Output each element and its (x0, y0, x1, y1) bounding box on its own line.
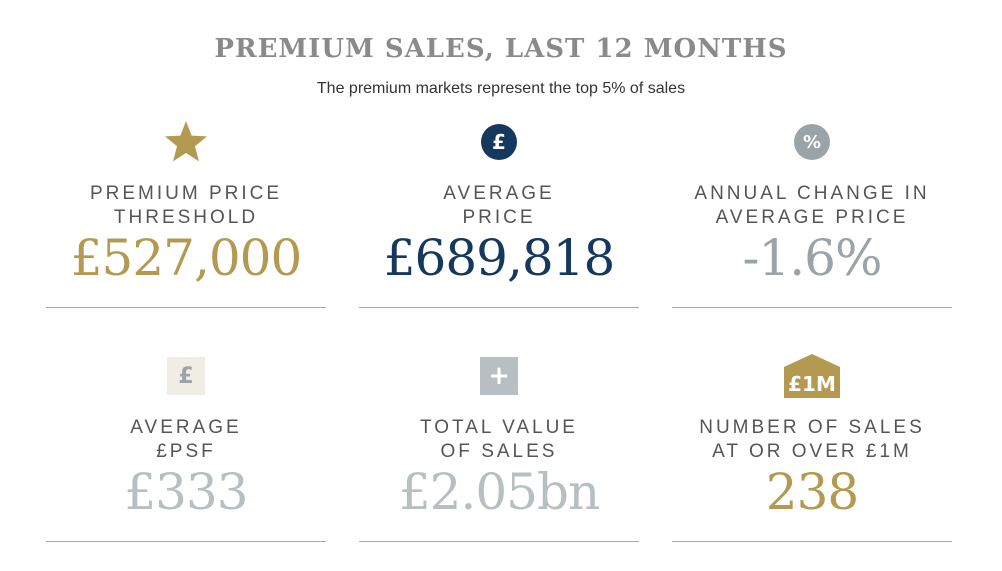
divider (672, 307, 952, 308)
pound-square-icon: £ (167, 357, 205, 395)
divider (359, 307, 639, 308)
stat-value: £2.05bn (398, 463, 600, 521)
house-1m-icon: £1M (784, 354, 840, 398)
stat-card-sales-over-1m: £1M NUMBER OF SALES AT OR OVER £1M 238 (672, 354, 952, 569)
divider (672, 541, 952, 542)
stat-value: £689,818 (383, 229, 616, 287)
stat-card-total-value: + TOTAL VALUE OF SALES £2.05bn (359, 354, 639, 569)
stat-card-average-price: £ AVERAGE PRICE £689,818 (359, 120, 639, 335)
stat-card-annual-change: % ANNUAL CHANGE IN AVERAGE PRICE -1.6% (672, 120, 952, 335)
divider (46, 307, 326, 308)
stat-label: PREMIUM PRICE THRESHOLD (89, 183, 283, 228)
page-title: PREMIUM SALES, LAST 12 MONTHS (214, 34, 788, 64)
divider (359, 541, 639, 542)
stat-card-premium-price-threshold: PREMIUM PRICE THRESHOLD £527,000 (46, 120, 326, 335)
svg-text:£1M: £1M (788, 372, 836, 396)
stat-label: ANNUAL CHANGE IN AVERAGE PRICE (694, 183, 930, 228)
divider (46, 541, 326, 542)
stat-value: £527,000 (70, 229, 303, 287)
star-icon (46, 120, 326, 164)
stat-value: -1.6% (742, 229, 883, 287)
pound-circle-icon: £ (481, 124, 517, 160)
stat-label: NUMBER OF SALES AT OR OVER £1M (699, 417, 925, 462)
stat-card-average-psf: £ AVERAGE £PSF £333 (46, 354, 326, 569)
stat-value: 238 (765, 463, 859, 521)
percent-circle-icon: % (794, 124, 830, 160)
stat-value: £333 (124, 463, 248, 521)
stat-label: TOTAL VALUE OF SALES (420, 417, 578, 462)
page-subtitle: The premium markets represent the top 5%… (316, 80, 686, 97)
stat-label: AVERAGE PRICE (443, 183, 555, 228)
stat-label: AVERAGE £PSF (130, 417, 242, 462)
plus-square-icon: + (480, 357, 518, 395)
